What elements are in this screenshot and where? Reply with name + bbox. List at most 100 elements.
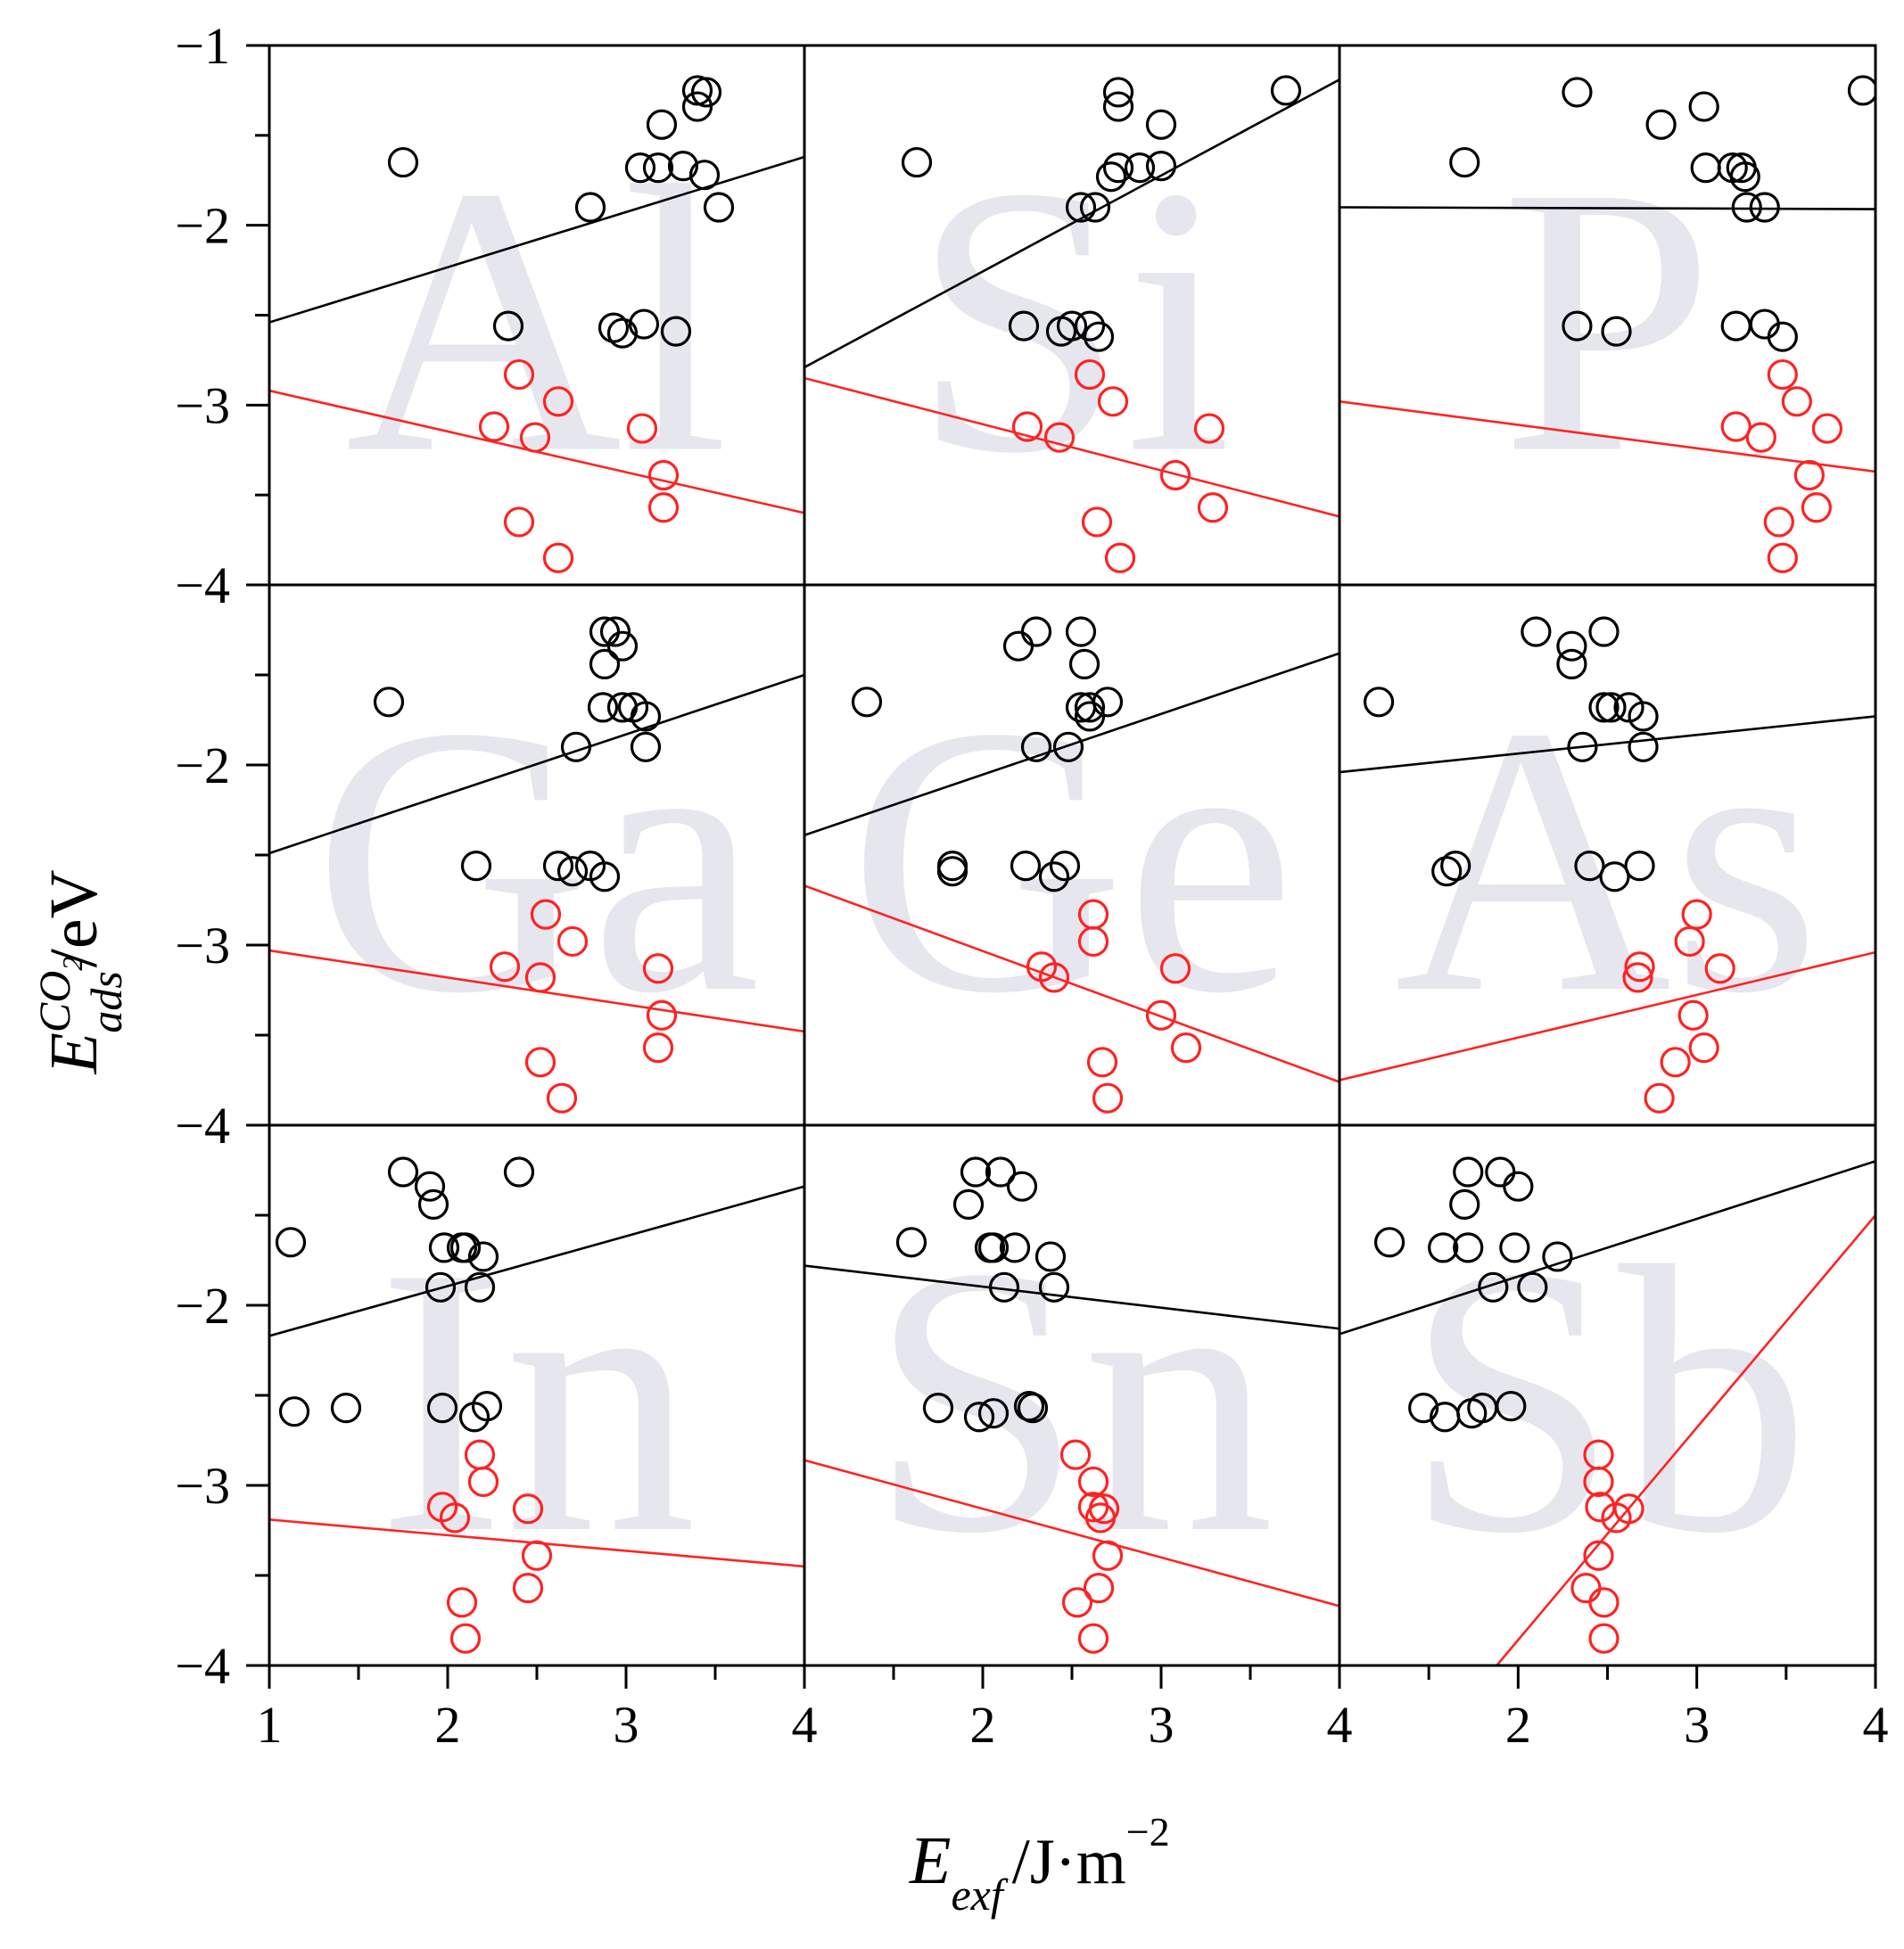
black-data-point [1006,1171,1038,1202]
red-data-point [1767,358,1798,391]
black-data-point [1517,1271,1548,1303]
black-fit-line [804,78,1339,369]
x-tick-label: 4 [792,1696,818,1754]
red-data-point [503,358,535,391]
black-data-point [1588,616,1620,647]
black-data-point [424,1271,457,1303]
black-data-point [1542,1241,1573,1272]
black-data-point [1731,192,1762,223]
black-data-point [1453,1156,1484,1188]
black-data-point [1567,731,1598,762]
panel-label-sn: Sn [870,1188,1274,1613]
black-data-point [960,1156,992,1188]
red-data-point [512,1493,544,1525]
red-data-point [1083,1573,1115,1604]
black-data-point [464,1271,496,1303]
red-data-point [439,1502,471,1534]
x-axis-title-base: E [909,1823,951,1898]
red-data-point [1781,386,1812,417]
x-axis-title-subscript: exf [951,1870,1008,1920]
y-tick-label: −3 [175,1457,230,1515]
red-data-point [1038,962,1070,993]
black-data-point [1688,91,1719,122]
black-data-point [387,146,419,178]
black-data-point [1145,109,1177,140]
black-data-point [1729,161,1760,193]
black-data-point [606,317,639,349]
red-data-point [1720,411,1752,442]
black-data-point [630,701,662,732]
red-data-point [1801,492,1832,523]
red-data-point [1588,1587,1620,1618]
red-data-point [1767,542,1798,573]
black-data-point [1601,316,1632,347]
black-data-point [460,851,492,882]
black-data-point [556,856,589,887]
black-data-point [1095,161,1127,193]
red-data-point [1145,999,1177,1031]
red-data-point [1097,386,1129,417]
red-data-point [521,1540,553,1571]
black-data-point [1145,151,1177,182]
red-data-point [556,925,589,958]
black-data-point [1020,616,1052,647]
black-data-point [1008,310,1040,341]
red-fit-line [804,884,1339,1083]
black-data-point [560,731,592,762]
red-data-point [626,413,658,444]
red-fit-line [804,1459,1339,1608]
red-data-point [1104,542,1136,573]
red-data-point [1197,492,1229,523]
red-data-point [1811,413,1843,444]
x-tick-label: 2 [1505,1696,1531,1754]
black-data-point [503,1156,535,1188]
black-data-point [1595,692,1627,723]
black-data-point [1588,692,1620,723]
red-data-point [1077,925,1109,958]
red-data-point [1059,1439,1092,1470]
red-data-point [542,386,574,417]
x-axis-title-unit: /J·m [1012,1826,1126,1897]
y-tick-label: −2 [175,1277,230,1335]
red-data-point [1644,1082,1675,1114]
y-axis-title-unit: /eV [37,869,111,967]
red-data-point [449,1623,482,1654]
black-data-point [587,692,619,723]
red-data-point [1588,1623,1620,1654]
black-data-point [703,192,735,223]
black-data-point [642,152,674,184]
black-data-point [471,1391,503,1422]
black-data-point [895,1227,927,1258]
red-data-point [646,999,678,1031]
red-data-point [1793,459,1825,491]
x-tick-label: 2 [435,1696,461,1754]
black-data-point [1038,861,1070,892]
black-data-point [330,1393,362,1424]
y-axis-title-superscript-sub: 2 [56,957,88,971]
panel-label-as: As [1395,648,1821,1073]
black-fit-line [1339,1160,1875,1336]
black-data-point [467,1241,499,1272]
red-data-point [1170,1032,1202,1064]
red-data-point [1193,413,1225,444]
black-data-point [1562,77,1593,108]
black-data-point [1020,731,1052,762]
data-layer [269,75,1875,1665]
axis-layer: −1 −2 −3 −4 −2 −3 −4 −2 −3 −4 1 2 3 4 2 3 4 2 3 4 [175,17,1888,1754]
panel-label-ga: Ga [313,648,760,1073]
black-data-point [574,192,606,223]
panel-label-ge: Ge [848,648,1295,1073]
panel-al [269,75,804,573]
red-data-point [1745,422,1776,453]
black-data-point [414,1171,446,1202]
red-data-point [642,1032,674,1064]
panel-label-in: In [377,1188,696,1613]
red-data-point [530,899,562,930]
black-data-point [646,109,678,140]
black-data-point [1052,731,1084,762]
black-data-point [1847,75,1875,106]
black-data-point [922,1393,954,1424]
black-data-point [1102,152,1134,184]
black-data-point [373,687,405,718]
red-data-point [1081,506,1113,538]
